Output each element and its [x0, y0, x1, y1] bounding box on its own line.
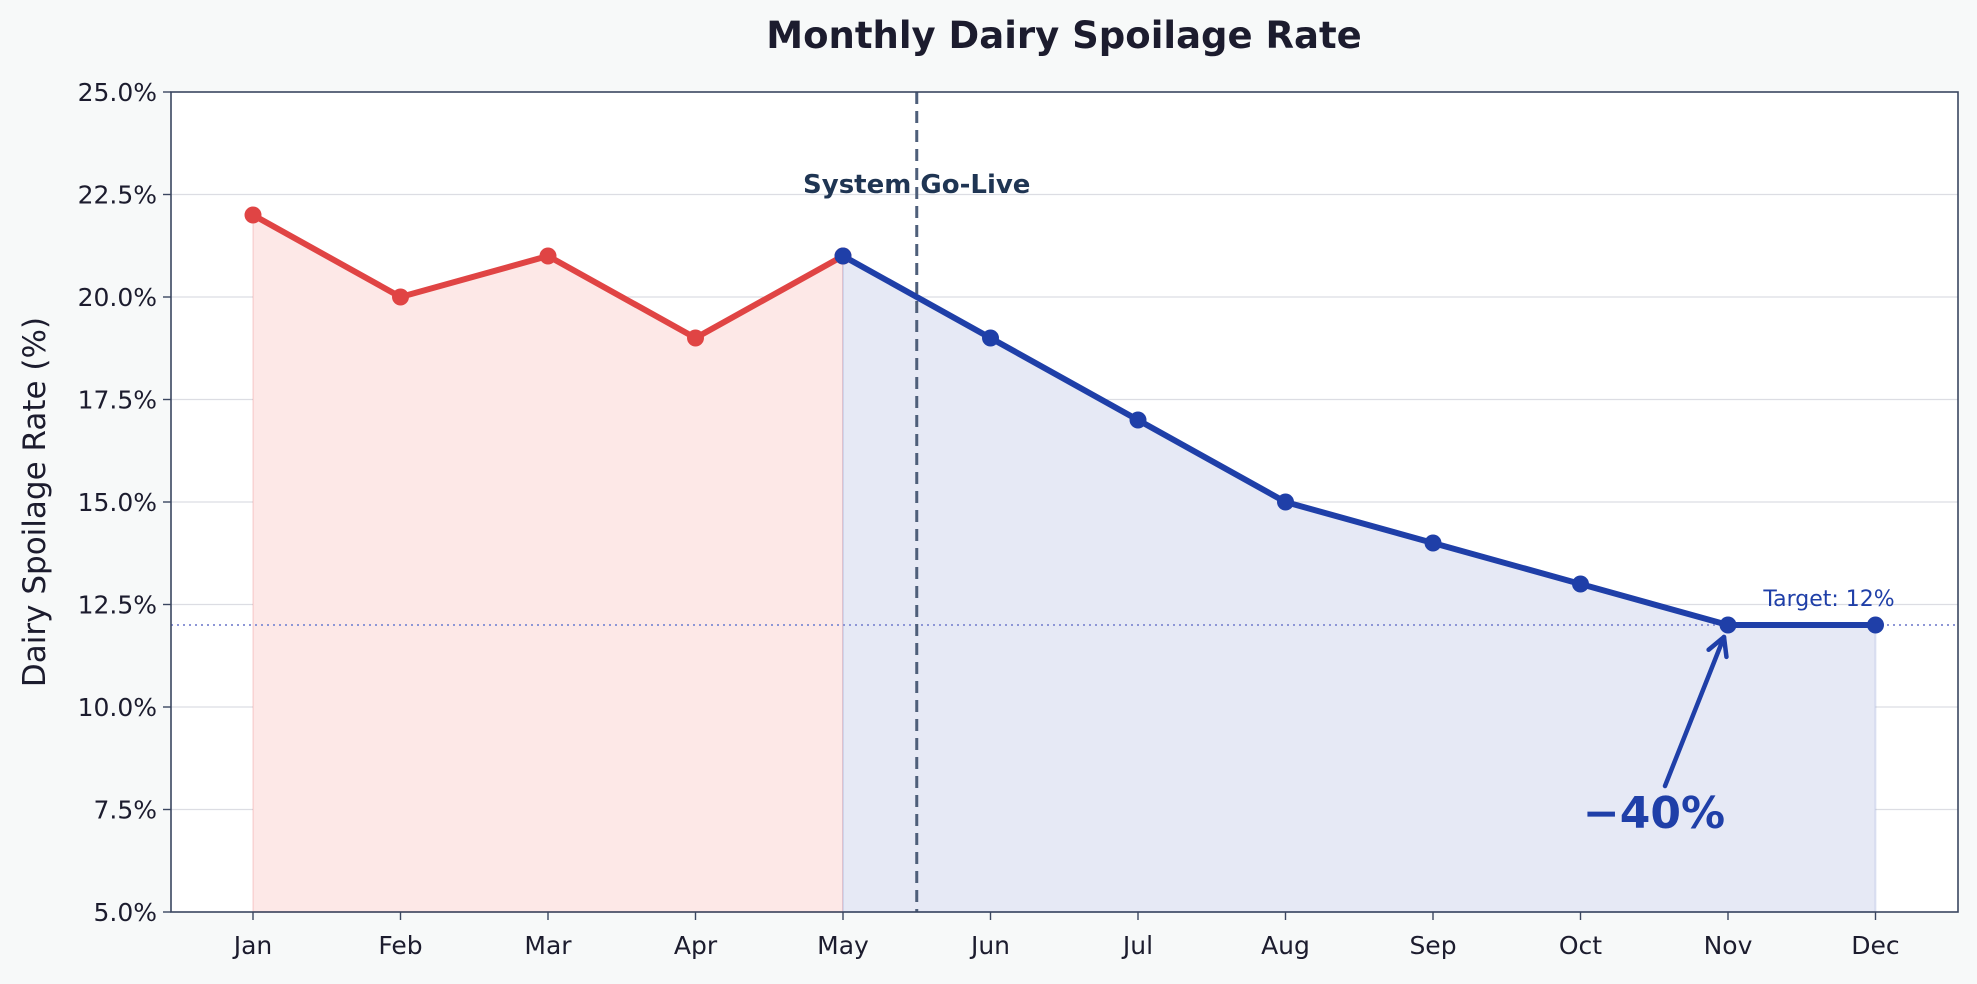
x-tick-label: Nov — [1704, 931, 1753, 960]
x-tick-label: Feb — [378, 931, 422, 960]
y-tick-label: 12.5% — [78, 591, 157, 620]
y-tick-label: 5.0% — [93, 898, 157, 927]
x-tick-label: Jul — [1121, 931, 1153, 960]
x-tick-label: Aug — [1261, 931, 1310, 960]
x-tick-label: Jan — [232, 931, 273, 960]
series-1-point-dec — [1867, 616, 1884, 634]
golive-label: System Go-Live — [803, 170, 1030, 200]
x-tick-label: Apr — [674, 931, 718, 960]
annotation-label: −40% — [1583, 788, 1725, 839]
x-tick-label: Dec — [1851, 931, 1899, 960]
series-1-point-jul — [1129, 411, 1147, 429]
y-tick-label: 25.0% — [78, 78, 157, 107]
y-axis-ticks: 5.0% 7.5% 10.0% 12.5% 15.0% 17.5% 20.0% 22.5% 25… — [78, 78, 171, 927]
annotation-arrowhead — [1706, 634, 1729, 660]
series-0-point-mar — [539, 247, 557, 265]
target-label: Target: 12% — [1762, 587, 1894, 612]
series-1-point-may — [834, 247, 852, 265]
x-axis-ticks: Jan Feb Mar Apr May Jun Jul Aug Sep Oct Nov Dec — [232, 912, 1900, 960]
series-1-point-oct — [1572, 575, 1589, 593]
series-1-point-aug — [1277, 493, 1294, 511]
chart-title: Monthly Dairy Spoilage Rate — [766, 14, 1362, 57]
y-tick-label: 22.5% — [78, 181, 157, 210]
series-0-point-jan — [244, 206, 262, 224]
annotations: Target: 12% System Go-Live −40% — [803, 170, 1895, 839]
y-tick-label: 20.0% — [78, 283, 157, 312]
reference-lines — [171, 92, 1958, 912]
series-0-area — [252, 213, 844, 913]
y-axis-label: Dairy Spoilage Rate (%) — [17, 317, 53, 687]
x-tick-label: Jun — [969, 931, 1010, 960]
series-0-point-feb — [392, 288, 409, 306]
x-tick-label: Mar — [524, 931, 572, 960]
series-1-point-nov — [1719, 616, 1737, 634]
x-tick-label: Sep — [1409, 931, 1456, 960]
y-tick-label: 7.5% — [93, 796, 157, 825]
y-tick-label: 17.5% — [78, 386, 157, 415]
series-points — [244, 206, 1884, 634]
series-0-point-apr — [687, 329, 704, 347]
x-tick-label: May — [817, 931, 869, 960]
x-tick-label: Oct — [1559, 931, 1602, 960]
y-tick-label: 15.0% — [78, 488, 157, 517]
area-fills — [252, 213, 1877, 913]
series-1-point-sep — [1424, 534, 1442, 552]
annotation-arrow — [1662, 634, 1727, 789]
series-1-point-jun — [982, 329, 999, 347]
y-tick-label: 10.0% — [78, 693, 157, 722]
series-1-line — [840, 253, 1879, 628]
